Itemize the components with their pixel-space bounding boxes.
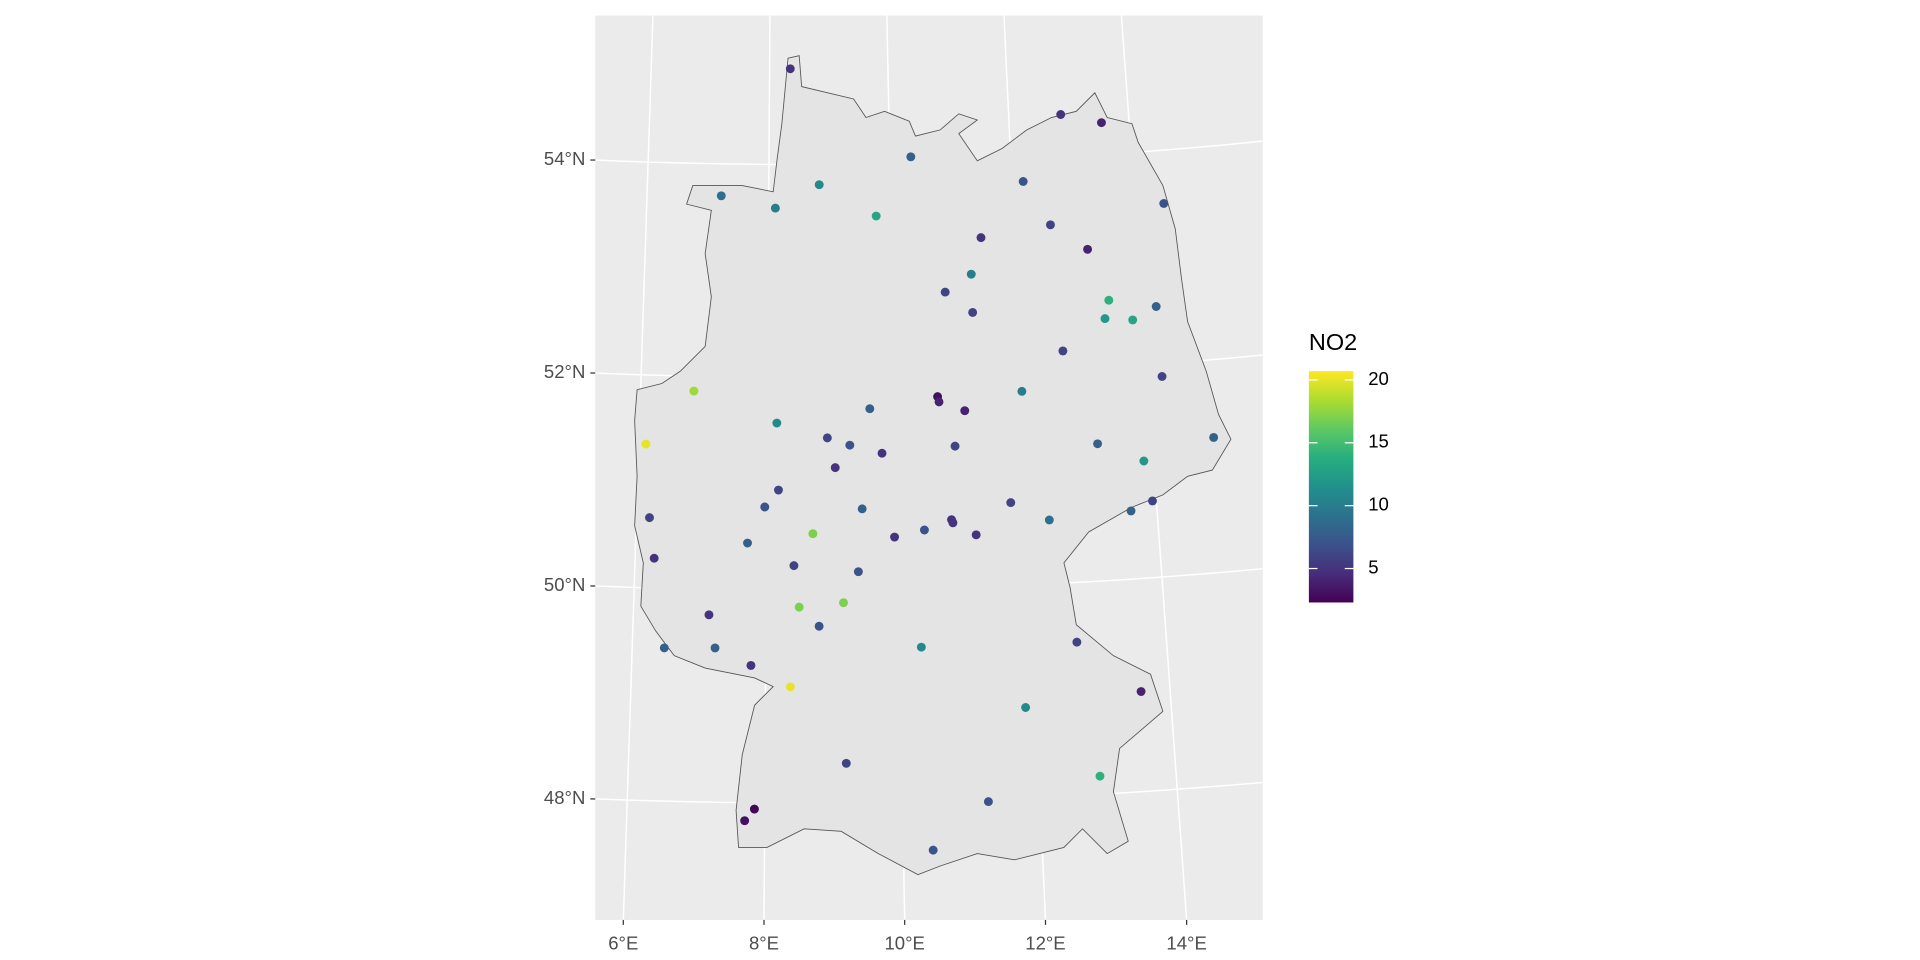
- station-point: [871, 211, 881, 221]
- station-point: [749, 804, 759, 814]
- station-point: [948, 518, 958, 528]
- station-point: [968, 308, 978, 317]
- station-point: [710, 643, 720, 653]
- station-point: [950, 441, 960, 451]
- station-point: [919, 525, 929, 535]
- station-point: [845, 440, 855, 450]
- station-point: [976, 233, 986, 243]
- station-point: [1136, 687, 1146, 696]
- station-point: [774, 485, 783, 495]
- station-point: [1157, 372, 1167, 381]
- legend-tick-label: 10: [1368, 494, 1389, 515]
- station-point: [1093, 439, 1103, 449]
- station-point: [740, 816, 750, 826]
- station-point: [1104, 295, 1114, 305]
- x-tick-label: 14°E: [1166, 933, 1206, 954]
- station-point: [1072, 637, 1082, 647]
- station-point: [916, 642, 926, 652]
- station-point: [830, 463, 840, 473]
- station-point: [641, 439, 651, 449]
- station-point: [743, 538, 752, 548]
- basemap: [634, 55, 1232, 876]
- station-point: [822, 433, 832, 443]
- station-point: [1126, 506, 1136, 516]
- station-point: [649, 553, 659, 563]
- station-point: [794, 602, 804, 612]
- station-point: [785, 682, 795, 692]
- station-point: [808, 529, 818, 539]
- x-tick-label: 6°E: [608, 933, 638, 954]
- station-point: [906, 152, 916, 162]
- station-point: [772, 418, 782, 428]
- station-point: [814, 621, 824, 631]
- station-point: [760, 502, 770, 512]
- station-point: [1045, 220, 1055, 230]
- x-tick-label: 12°E: [1025, 933, 1065, 954]
- station-point: [966, 269, 976, 279]
- y-tick-label: 52°N: [544, 361, 585, 382]
- station-point: [934, 397, 944, 407]
- station-point: [857, 504, 867, 514]
- legend-tick-label: 20: [1368, 368, 1389, 389]
- station-point: [877, 448, 887, 458]
- x-tick-label: 8°E: [749, 933, 779, 954]
- station-point: [940, 287, 950, 297]
- station-point: [1056, 110, 1066, 119]
- station-point: [1058, 346, 1068, 356]
- station-point: [1021, 703, 1031, 712]
- station-point: [928, 845, 938, 855]
- colorbar: [1308, 371, 1354, 603]
- station-point: [1159, 199, 1169, 208]
- station-point: [659, 643, 669, 653]
- station-point: [1018, 177, 1028, 186]
- station-point: [1006, 498, 1016, 508]
- station-point: [785, 64, 795, 74]
- station-point: [716, 191, 726, 201]
- station-point: [1083, 244, 1093, 254]
- station-point: [704, 610, 714, 620]
- legend-tick-label: 15: [1368, 431, 1389, 452]
- station-point: [746, 660, 756, 670]
- station-point: [1139, 456, 1149, 466]
- station-point: [1100, 314, 1110, 324]
- station-point: [960, 406, 970, 416]
- y-tick-label: 50°N: [544, 574, 585, 595]
- country-outline: [634, 55, 1232, 876]
- station-point: [645, 513, 654, 523]
- axes: 6°E 8°E 10°E 12°E 14°E 48°N 50°N 52°N 54°N: [544, 148, 1207, 954]
- y-tick-label: 54°N: [544, 148, 585, 169]
- station-point: [1017, 386, 1027, 396]
- station-point: [1209, 432, 1219, 442]
- station-point: [1128, 315, 1138, 325]
- station-point: [983, 797, 993, 807]
- legend: NO2 5 10 15 20: [1308, 329, 1389, 603]
- station-point: [971, 530, 981, 540]
- station-point: [841, 758, 851, 768]
- station-point: [890, 532, 899, 542]
- y-tick-label: 48°N: [544, 787, 585, 808]
- station-point: [789, 561, 799, 571]
- station-point: [1044, 515, 1054, 525]
- legend-title: NO2: [1309, 329, 1357, 355]
- station-point: [1148, 496, 1157, 506]
- station-point: [839, 598, 848, 608]
- station-point: [1095, 771, 1105, 781]
- station-point: [814, 180, 824, 190]
- station-point: [1151, 302, 1161, 311]
- x-tick-label: 10°E: [884, 933, 924, 954]
- station-point: [689, 386, 699, 396]
- legend-tick-label: 5: [1368, 556, 1378, 577]
- station-point: [853, 567, 863, 577]
- station-point: [1097, 118, 1106, 128]
- stations: [641, 64, 1219, 855]
- station-point: [770, 203, 780, 213]
- station-point: [865, 404, 875, 414]
